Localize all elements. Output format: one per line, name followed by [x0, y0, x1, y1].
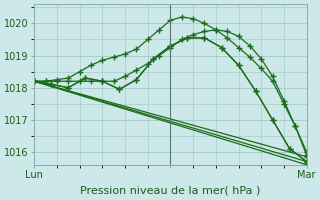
X-axis label: Pression niveau de la mer( hPa ): Pression niveau de la mer( hPa )	[80, 186, 261, 196]
